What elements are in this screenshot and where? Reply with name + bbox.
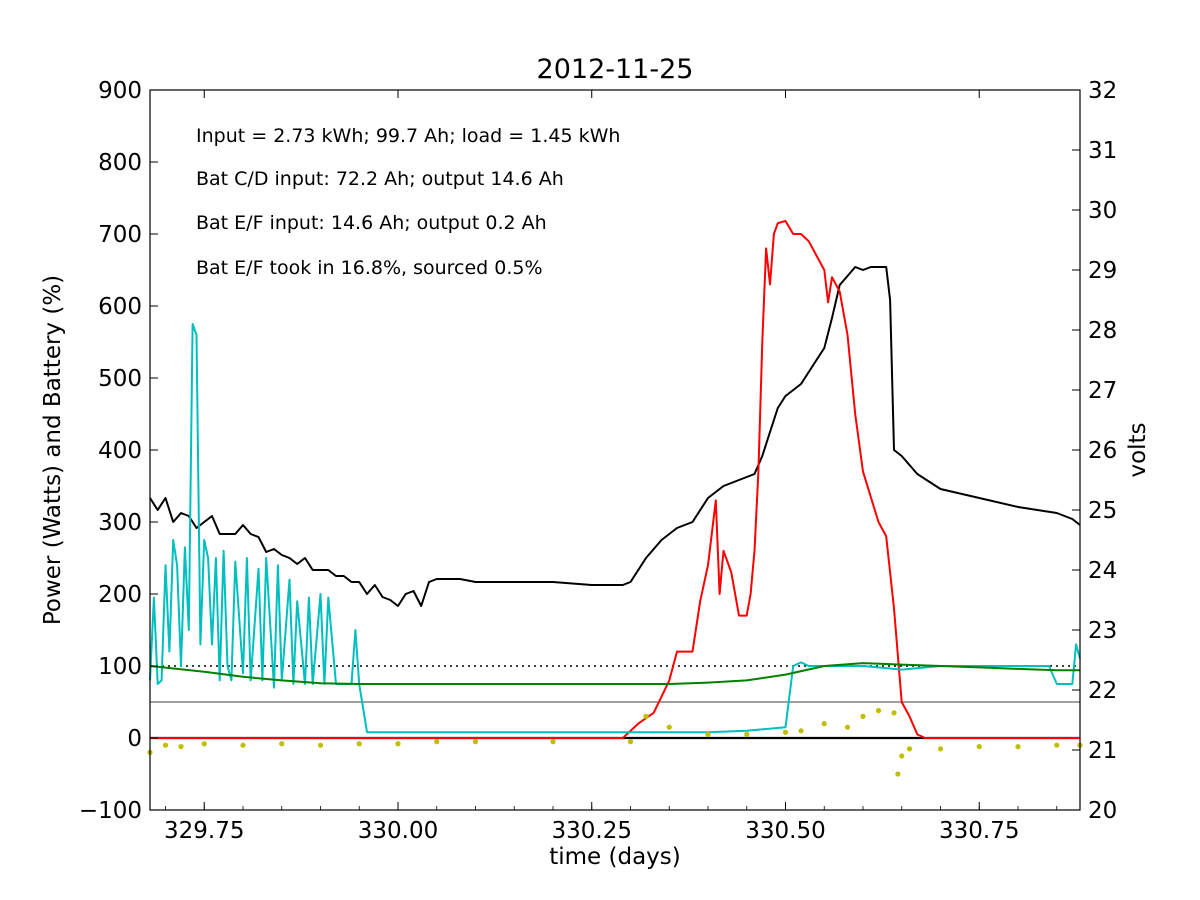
series-0-line xyxy=(149,266,1081,607)
series-4-point xyxy=(705,731,711,738)
series-4-point xyxy=(895,771,901,777)
series-4-point xyxy=(666,724,672,730)
y2-tick-label: 32 xyxy=(1088,78,1117,104)
series-4-point xyxy=(434,739,440,745)
series-4-point xyxy=(782,729,789,735)
series-4-point xyxy=(1015,744,1021,750)
y-tick-label: 100 xyxy=(98,654,142,680)
y-tick-label: 600 xyxy=(98,294,142,320)
y-tick-label: 900 xyxy=(98,78,142,104)
series-4-point xyxy=(798,728,804,734)
series-4-point xyxy=(906,746,913,752)
series-4-point xyxy=(937,746,944,752)
series-4-point xyxy=(472,739,479,745)
annotation-bat-ef-percent: Bat E/F took in 16.8%, sourced 0.5% xyxy=(196,257,543,279)
series-4-point xyxy=(1054,742,1060,748)
series-4-point xyxy=(976,744,982,750)
y2-axis-label: volts xyxy=(1125,422,1151,477)
y2-tick-label: 25 xyxy=(1088,498,1117,524)
series-4-point xyxy=(627,739,634,745)
series-4-point xyxy=(162,742,169,748)
series-4-point xyxy=(891,710,897,716)
series-4-point xyxy=(821,721,827,727)
series-4-point xyxy=(356,741,362,747)
series-4-point xyxy=(317,742,324,748)
series-layer xyxy=(147,220,1083,777)
series-4-point xyxy=(279,741,285,747)
x-tick-label: 330.75 xyxy=(939,818,1019,844)
series-4-point xyxy=(875,708,882,714)
x-axis-label: time (days) xyxy=(549,844,681,870)
y-tick-label: −100 xyxy=(79,798,142,824)
series-3-line xyxy=(149,662,1080,685)
x-tick-label: 330.00 xyxy=(358,818,438,844)
series-4-point xyxy=(643,713,649,720)
y-tick-label: 0 xyxy=(127,726,142,752)
annotation-input: Input = 2.73 kWh; 99.7 Ah; load = 1.45 k… xyxy=(196,125,620,147)
y-tick-label: 500 xyxy=(98,366,142,392)
x-tick-label: 330.50 xyxy=(745,818,825,844)
series-4-point xyxy=(240,742,246,748)
y-tick-label: 700 xyxy=(98,222,142,248)
series-4-point xyxy=(899,753,905,759)
chart-title: 2012-11-25 xyxy=(537,54,694,85)
annotation-bat-cd: Bat C/D input: 72.2 Ah; output 14.6 Ah xyxy=(196,168,564,190)
y2-tick-label: 20 xyxy=(1088,798,1117,824)
y2-tick-label: 24 xyxy=(1088,558,1117,584)
annotation-group: Input = 2.73 kWh; 99.7 Ah; load = 1.45 k… xyxy=(196,125,620,279)
y-tick-label: 800 xyxy=(98,150,142,176)
x-tick-label: 330.25 xyxy=(552,818,632,844)
y2-tick-label: 29 xyxy=(1088,258,1117,284)
series-4-point xyxy=(550,739,556,745)
plot-frame xyxy=(149,89,1081,811)
y2-tick-label: 26 xyxy=(1088,438,1117,464)
y-tick-label: 200 xyxy=(98,582,142,608)
y2-tick-label: 28 xyxy=(1088,318,1117,344)
y-tick-label: 400 xyxy=(98,438,142,464)
x-tick-label: 329.75 xyxy=(164,818,244,844)
series-4-point xyxy=(844,724,851,730)
series-4-points xyxy=(147,708,1083,777)
series-4-point xyxy=(178,744,184,750)
annotation-bat-ef: Bat E/F input: 14.6 Ah; output 0.2 Ah xyxy=(196,212,547,234)
y2-tick-label: 22 xyxy=(1088,678,1117,704)
y2-tick-label: 30 xyxy=(1088,198,1117,224)
y2-tick-label: 21 xyxy=(1088,738,1117,764)
series-4-point xyxy=(860,713,866,720)
y2-tick-label: 31 xyxy=(1088,138,1117,164)
series-4-point xyxy=(744,731,750,738)
series-4-point xyxy=(201,741,207,747)
y2-tick-label: 23 xyxy=(1088,618,1117,644)
y2-tick-label: 27 xyxy=(1088,378,1117,404)
y-axis-label: Power (Watts) and Battery (%) xyxy=(40,275,66,625)
y-tick-label: 300 xyxy=(98,510,142,536)
series-4-point xyxy=(395,741,401,747)
series-1-line xyxy=(150,220,1080,739)
